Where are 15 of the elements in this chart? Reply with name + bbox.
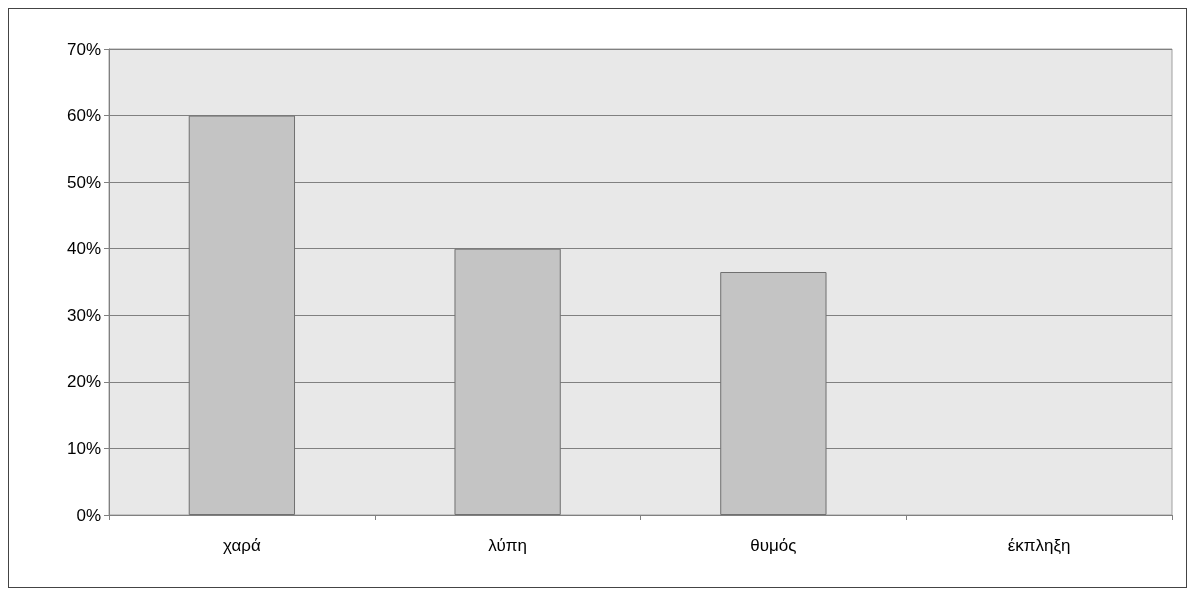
bar: [188, 115, 296, 515]
y-tick-label: 30%: [66, 305, 101, 325]
bar: [720, 272, 827, 515]
x-tick-label: έκπληξη: [1007, 536, 1071, 555]
y-tick-label: 70%: [66, 39, 101, 59]
y-tick-label: 10%: [66, 438, 101, 458]
bar: [454, 248, 561, 515]
y-tick-label: 60%: [66, 106, 101, 126]
x-tick-label: λύπη: [488, 536, 527, 555]
y-tick-label: 50%: [66, 172, 101, 192]
y-tick-label: 20%: [66, 372, 101, 392]
x-tick-label: θυμός: [750, 536, 797, 555]
y-tick-label: 40%: [66, 239, 101, 259]
y-tick-label: 0%: [76, 505, 101, 525]
x-tick-label: χαρά: [222, 536, 261, 555]
